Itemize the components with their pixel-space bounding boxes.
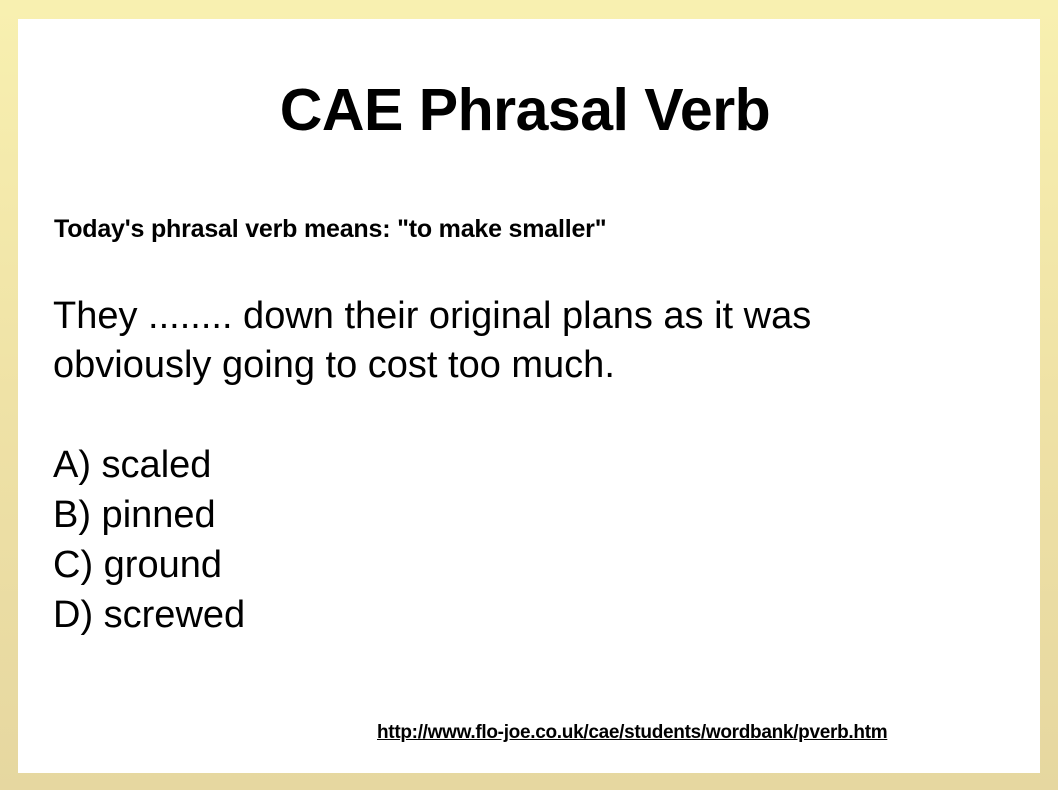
question-sentence: They ........ down their original plans … <box>53 292 1013 390</box>
source-link[interactable]: http://www.flo-joe.co.uk/cae/students/wo… <box>377 722 888 743</box>
option-c: C) ground <box>53 544 222 586</box>
option-a: A) scaled <box>53 444 212 486</box>
slide: CAE Phrasal Verb Today's phrasal verb me… <box>18 19 1040 773</box>
answer-options: A) scaled B) pinned C) ground D) screwed <box>53 440 245 640</box>
option-d: D) screwed <box>53 594 246 636</box>
definition-prompt: Today's phrasal verb means: "to make sma… <box>54 215 607 243</box>
slide-title: CAE Phrasal Verb <box>279 77 771 143</box>
question-sentence-line-2: obviously going to cost too much. <box>53 344 615 386</box>
question-sentence-line-1: They ........ down their original plans … <box>53 295 812 337</box>
option-b: B) pinned <box>53 494 216 536</box>
